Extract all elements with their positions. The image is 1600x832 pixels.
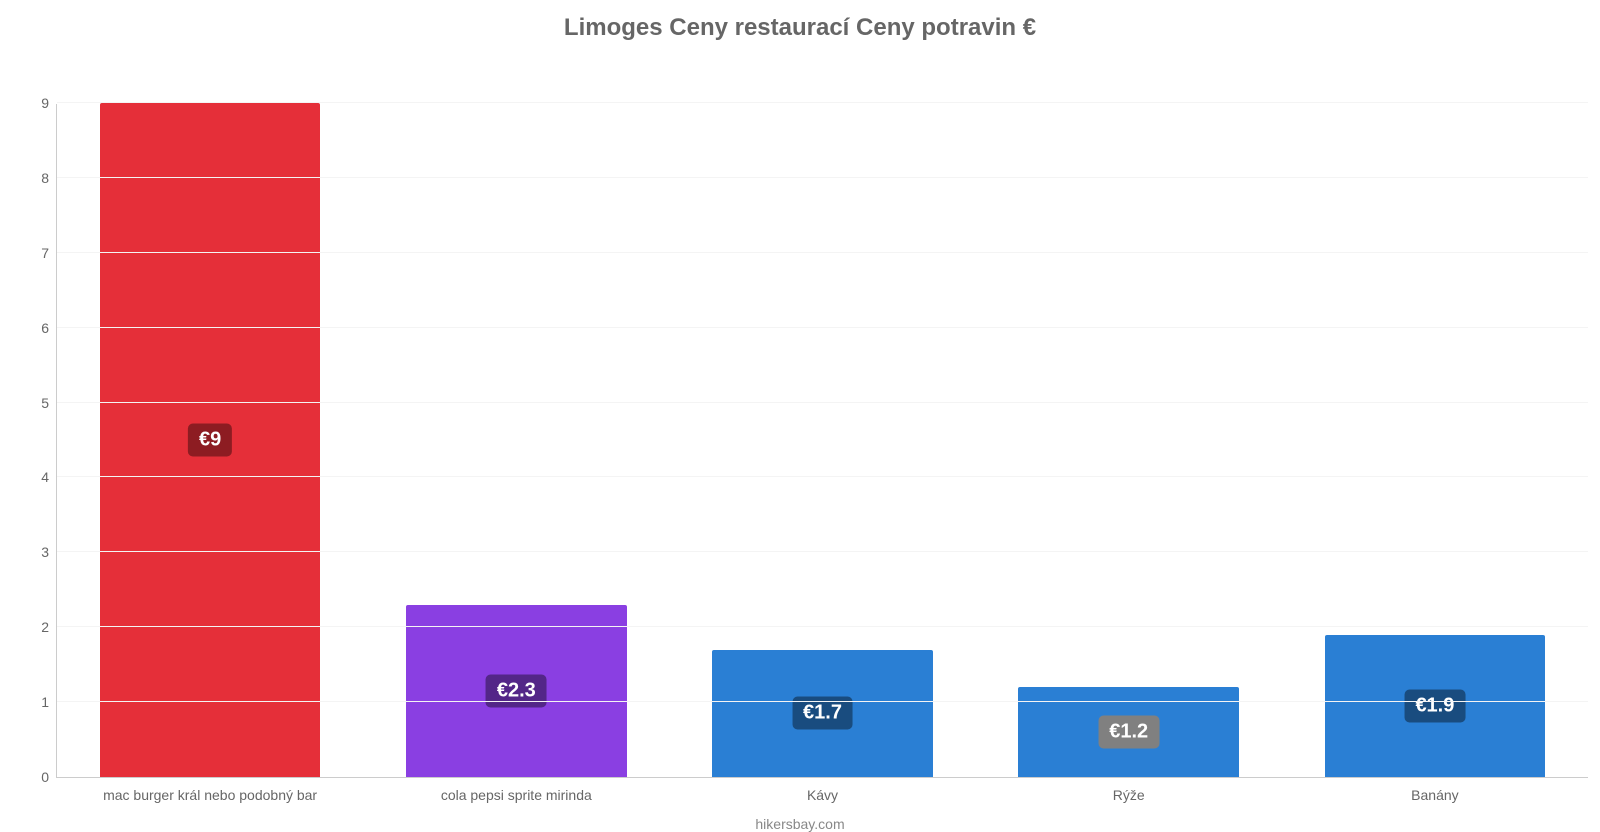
y-tick-label: 7 bbox=[41, 245, 57, 261]
source-text: hikersbay.com bbox=[755, 816, 844, 832]
value-badge: €1.2 bbox=[1098, 716, 1159, 749]
bar-slot: €1.2Rýže bbox=[976, 104, 1282, 777]
y-tick-label: 5 bbox=[41, 395, 57, 411]
bar: €1.7 bbox=[712, 650, 933, 777]
x-tick-label: Kávy bbox=[807, 777, 838, 803]
y-tick-label: 8 bbox=[41, 170, 57, 186]
x-tick-label: mac burger král nebo podobný bar bbox=[103, 777, 317, 803]
x-tick-label: cola pepsi sprite mirinda bbox=[441, 777, 592, 803]
chart-title: Limoges Ceny restaurací Ceny potravin € bbox=[0, 0, 1600, 50]
gridline bbox=[57, 102, 1588, 103]
bar: €9 bbox=[100, 103, 321, 777]
bar-slot: €9mac burger král nebo podobný bar bbox=[57, 104, 363, 777]
bar: €2.3 bbox=[406, 605, 627, 777]
y-tick-label: 2 bbox=[41, 619, 57, 635]
plot-area: €9mac burger král nebo podobný bar€2.3co… bbox=[56, 104, 1588, 778]
bar-slot: €2.3cola pepsi sprite mirinda bbox=[363, 104, 669, 777]
gridline bbox=[57, 327, 1588, 328]
gridline bbox=[57, 701, 1588, 702]
gridline bbox=[57, 476, 1588, 477]
x-tick-label: Banány bbox=[1411, 777, 1458, 803]
y-tick-label: 4 bbox=[41, 469, 57, 485]
y-tick-label: 9 bbox=[41, 95, 57, 111]
y-tick-label: 0 bbox=[41, 769, 57, 785]
gridline bbox=[57, 626, 1588, 627]
y-tick-label: 3 bbox=[41, 544, 57, 560]
bar: €1.9 bbox=[1325, 635, 1546, 777]
value-badge: €9 bbox=[188, 424, 232, 457]
bar-slot: €1.7Kávy bbox=[669, 104, 975, 777]
y-tick-label: 1 bbox=[41, 694, 57, 710]
value-badge: €2.3 bbox=[486, 674, 547, 707]
x-tick-label: Rýže bbox=[1113, 777, 1145, 803]
value-badge: €1.9 bbox=[1404, 689, 1465, 722]
gridline bbox=[57, 402, 1588, 403]
gridline bbox=[57, 177, 1588, 178]
gridline bbox=[57, 252, 1588, 253]
gridline bbox=[57, 551, 1588, 552]
bars-container: €9mac burger král nebo podobný bar€2.3co… bbox=[57, 104, 1588, 777]
bar-slot: €1.9Banány bbox=[1282, 104, 1588, 777]
y-tick-label: 6 bbox=[41, 320, 57, 336]
